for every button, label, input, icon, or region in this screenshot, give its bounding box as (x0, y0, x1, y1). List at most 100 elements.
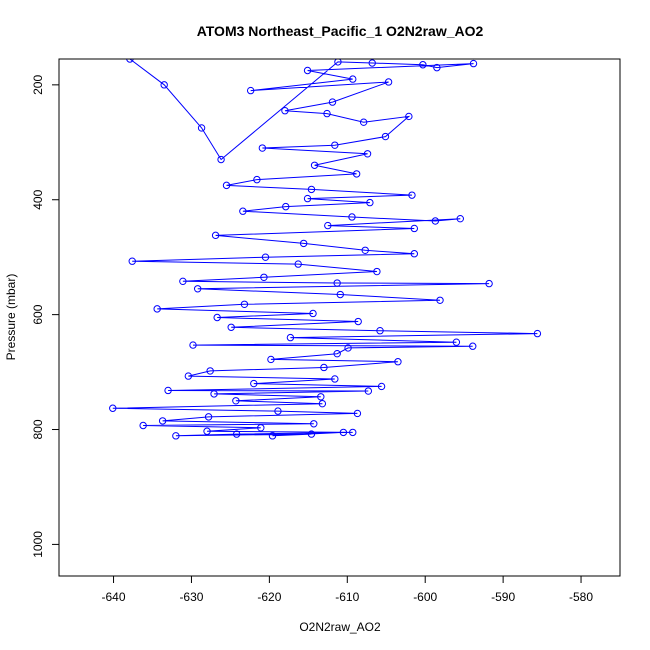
plot-frame (58, 58, 621, 577)
plot-marks (109, 59, 542, 440)
data-point (257, 424, 265, 432)
data-point (410, 224, 418, 233)
data-point (433, 63, 441, 72)
data-point (328, 98, 337, 106)
data-point (485, 279, 493, 288)
data-point (232, 397, 240, 405)
data-point (309, 309, 317, 318)
data-point (364, 387, 373, 395)
data-point (239, 207, 247, 215)
data-point (331, 375, 339, 383)
data-point (281, 107, 289, 115)
x-tick-label: -640 (102, 590, 126, 604)
y-axis: 200 400 600 800 1000 (31, 75, 60, 558)
data-point (469, 342, 477, 350)
data-point (307, 185, 316, 194)
data-point (310, 161, 319, 169)
data-point (354, 317, 362, 326)
data-point (363, 150, 372, 158)
chart-title: ATOM3 Northeast_Pacific_1 O2N2raw_AO2 (197, 23, 484, 39)
x-axis: -640 -630 -620 -610 -600 -590 -580 (102, 575, 593, 604)
data-point (317, 393, 325, 401)
x-tick-label: -600 (413, 590, 437, 604)
data-point (452, 338, 461, 346)
data-point (349, 75, 357, 83)
data-point (267, 355, 275, 364)
data-point (408, 191, 416, 199)
data-point (294, 260, 302, 268)
data-point (184, 372, 193, 380)
data-point (126, 59, 134, 63)
x-tick-label: -590 (491, 590, 515, 604)
data-point (344, 344, 352, 352)
data-point (376, 327, 384, 335)
data-point (334, 59, 342, 66)
data-point (240, 300, 249, 308)
data-point (436, 296, 444, 304)
data-point (204, 413, 213, 421)
data-point (109, 404, 117, 412)
data-point (274, 407, 282, 415)
data-point (339, 428, 348, 437)
data-point (419, 61, 427, 69)
y-tick-label: 1000 (31, 531, 45, 558)
data-point (533, 329, 542, 338)
data-point (384, 78, 393, 86)
data-point (260, 273, 268, 281)
data-point (217, 155, 225, 164)
data-point (361, 246, 369, 254)
data-point (349, 428, 357, 437)
data-point (394, 358, 402, 366)
data-point (333, 279, 341, 287)
data-point (210, 390, 218, 398)
data-point (261, 253, 270, 261)
data-point (250, 379, 258, 388)
data-point (206, 367, 214, 375)
data-point (336, 290, 344, 299)
data-point (352, 170, 361, 178)
data-point (324, 221, 332, 230)
data-point (299, 239, 308, 248)
data-point (246, 86, 255, 95)
data-point (431, 217, 440, 225)
data-point (227, 323, 235, 331)
data-point (232, 430, 241, 438)
data-point (258, 144, 267, 152)
series-line (112, 59, 538, 437)
data-point (366, 198, 374, 207)
data-point (373, 267, 381, 276)
data-point (286, 333, 295, 342)
data-point (158, 417, 167, 425)
data-point (331, 141, 339, 149)
data-point (368, 59, 376, 67)
data-point (211, 231, 220, 240)
data-point (193, 285, 202, 293)
data-point (318, 399, 327, 408)
data-point (253, 175, 261, 184)
data-point (333, 349, 341, 358)
data-point (160, 81, 168, 89)
x-tick-label: -630 (179, 590, 203, 604)
data-point (164, 386, 172, 395)
x-tick-label: -620 (257, 590, 281, 604)
data-point (179, 277, 187, 286)
data-point (307, 430, 316, 438)
x-axis-label: O2N2raw_AO2 (299, 620, 381, 634)
data-point (348, 213, 356, 221)
data-point (303, 66, 312, 75)
y-tick-label: 800 (31, 419, 45, 439)
data-point (128, 257, 136, 265)
data-point (268, 432, 277, 440)
data-point (203, 427, 211, 435)
data-point (410, 250, 418, 258)
data-point (153, 305, 161, 313)
data-point (405, 112, 413, 121)
data-point (189, 341, 197, 349)
data-point (222, 181, 231, 190)
y-tick-label: 600 (31, 304, 45, 324)
y-tick-label: 400 (31, 189, 45, 209)
x-tick-label: -610 (335, 590, 359, 604)
data-point (359, 118, 368, 126)
data-point (172, 432, 180, 440)
